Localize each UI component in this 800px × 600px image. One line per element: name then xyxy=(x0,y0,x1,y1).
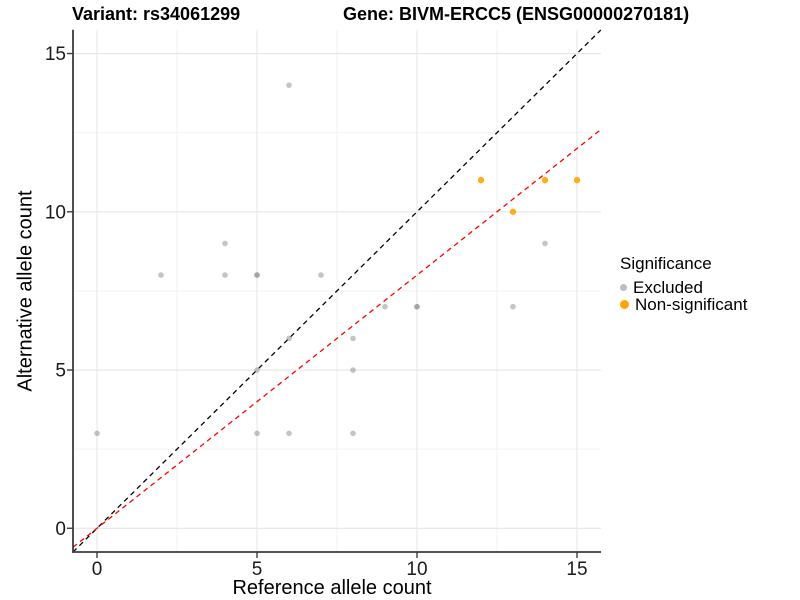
data-point-excluded xyxy=(158,272,164,278)
y-tick-label: 15 xyxy=(45,44,66,65)
legend-items: Excluded Non-significant xyxy=(620,277,748,314)
legend: Significance Excluded Non-significant xyxy=(620,254,748,314)
data-point-excluded xyxy=(222,272,228,278)
data-point-non-significant xyxy=(477,176,485,184)
fit-line xyxy=(73,128,601,548)
legend-title: Significance xyxy=(620,254,712,273)
y-tick-label: 0 xyxy=(55,519,66,540)
data-point-excluded xyxy=(94,430,100,437)
data-point-excluded xyxy=(254,367,260,373)
data-point-excluded xyxy=(286,430,292,437)
data-point-excluded xyxy=(382,303,388,310)
data-point-excluded xyxy=(350,367,356,373)
data-point-excluded xyxy=(414,303,420,310)
y-axis-title: Alternative allele count xyxy=(14,190,37,392)
data-point-excluded xyxy=(350,335,356,342)
data-point-excluded xyxy=(286,335,292,342)
data-point-excluded xyxy=(318,272,324,278)
legend-item-label: Excluded xyxy=(633,277,703,297)
plot-title-gene: Gene: BIVM-ERCC5 (ENSG00000270181) xyxy=(343,4,690,24)
data-point-excluded xyxy=(222,240,228,247)
data-point-non-significant xyxy=(509,208,517,215)
y-tick-label: 10 xyxy=(45,202,66,223)
data-point-non-significant xyxy=(573,176,581,184)
data-point-non-significant xyxy=(541,176,549,184)
plot-title-variant: Variant: rs34061299 xyxy=(72,4,241,24)
data-point-excluded xyxy=(254,272,260,278)
legend-dot-icon xyxy=(620,284,627,291)
data-point-excluded xyxy=(542,240,548,247)
x-tick-label: 0 xyxy=(92,559,103,580)
x-axis-title: Reference allele count xyxy=(232,577,432,599)
x-tick-label: 5 xyxy=(252,559,263,580)
legend-item-excluded: Excluded xyxy=(620,277,747,297)
data-point-excluded xyxy=(510,303,516,310)
data-point-excluded xyxy=(286,82,292,88)
legend-item-label: Non-significant xyxy=(635,294,748,314)
x-tick-label: 15 xyxy=(566,559,587,580)
legend-item-non-significant: Non-significant xyxy=(620,294,748,314)
legend-dot-icon xyxy=(620,300,629,309)
x-tick-label: 10 xyxy=(406,559,427,580)
y-tick-label: 5 xyxy=(55,361,66,382)
data-point-excluded xyxy=(350,430,356,437)
data-point-excluded xyxy=(254,430,260,437)
identity-line xyxy=(73,29,601,553)
